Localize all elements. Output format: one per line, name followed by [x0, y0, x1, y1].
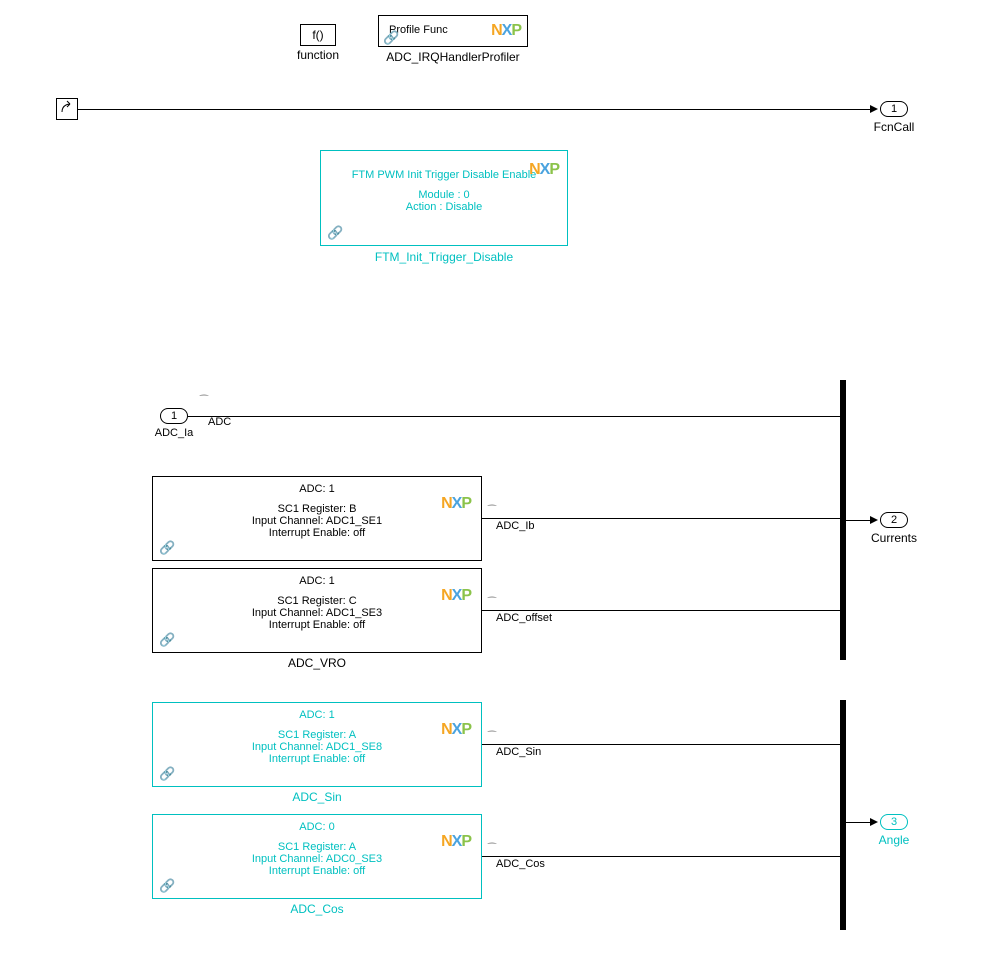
outport-1[interactable]: 1	[880, 101, 908, 117]
adc-cos-l1: ADC: 0	[153, 821, 481, 833]
adc-sin-signal: ADC_Sin	[496, 746, 541, 758]
outport-1-label: FcnCall	[868, 120, 920, 134]
adc-c-l1: ADC: 1	[153, 575, 481, 587]
adc-c-l4: Interrupt Enable: off	[153, 619, 481, 631]
angle-tap-line	[846, 822, 870, 823]
link-icon: 🔗	[159, 878, 173, 892]
nxp-logo-icon: NXP	[529, 161, 559, 179]
adc-cos-signal: ADC_Cos	[496, 858, 545, 870]
ftm-line3: Action : Disable	[321, 201, 567, 213]
adc-b-l3: Input Channel: ADC1_SE1	[153, 515, 481, 527]
profiler-label: ADC_IRQHandlerProfiler	[378, 50, 528, 64]
link-icon: 🔗	[159, 540, 173, 554]
adc-cos-line	[482, 856, 840, 857]
adc-offset-line	[482, 610, 840, 611]
function-call-block[interactable]: f()	[300, 24, 336, 46]
inport-1[interactable]: 1	[160, 408, 188, 424]
adc-c-label: ADC_VRO	[152, 656, 482, 670]
adc-cos-l2: SC1 Register: A	[153, 841, 481, 853]
bus-angle	[840, 700, 846, 930]
wifi-icon: ⁀	[488, 844, 496, 855]
adc-c-l2: SC1 Register: C	[153, 595, 481, 607]
ftm-line2: Module : 0	[321, 189, 567, 201]
adc-sin-line	[482, 744, 840, 745]
nxp-logo-icon: NXP	[491, 22, 521, 40]
fcall-label: function	[290, 48, 346, 62]
adc-b-l4: Interrupt Enable: off	[153, 527, 481, 539]
adc-sin-label: ADC_Sin	[152, 790, 482, 804]
adc-sin-l3: Input Channel: ADC1_SE8	[153, 741, 481, 753]
link-icon: 🔗	[159, 766, 173, 780]
diagram-canvas: f() function Profile Func NXP 🔗 ADC_IRQH…	[0, 0, 999, 956]
adc-sin-l2: SC1 Register: A	[153, 729, 481, 741]
link-icon: 🔗	[383, 30, 397, 44]
outport-3-label: Angle	[874, 833, 914, 847]
adc-block-c[interactable]: ADC: 1 SC1 Register: C Input Channel: AD…	[152, 568, 482, 653]
nxp-logo-icon: NXP	[441, 495, 471, 513]
arrowhead-icon	[870, 516, 878, 524]
adc-offset-signal: ADC_offset	[496, 612, 552, 624]
arrowhead-icon	[870, 818, 878, 826]
adc-ib-signal: ADC_Ib	[496, 520, 535, 532]
adc-b-l2: SC1 Register: B	[153, 503, 481, 515]
outport-3[interactable]: 3	[880, 814, 908, 830]
ftm-label: FTM_Init_Trigger_Disable	[320, 250, 568, 264]
outport-2-label: Currents	[870, 531, 918, 545]
adc-sin-l1: ADC: 1	[153, 709, 481, 721]
fcncall-signal-line	[78, 109, 870, 110]
wifi-icon: ⁀	[488, 732, 496, 743]
adc-sin-block[interactable]: ADC: 1 SC1 Register: A Input Channel: AD…	[152, 702, 482, 787]
arrowhead-icon	[870, 105, 878, 113]
nxp-logo-icon: NXP	[441, 833, 471, 851]
wifi-icon: ⁀	[200, 396, 208, 407]
adc-c-l3: Input Channel: ADC1_SE3	[153, 607, 481, 619]
demux-block[interactable]	[56, 98, 78, 120]
adc-ia-line	[188, 416, 840, 417]
adc-ib-line	[482, 518, 840, 519]
demux-icon	[59, 99, 75, 120]
wifi-icon: ⁀	[488, 598, 496, 609]
adc-b-l1: ADC: 1	[153, 483, 481, 495]
profiler-block[interactable]: Profile Func NXP 🔗	[378, 15, 528, 47]
adc-cos-l3: Input Channel: ADC0_SE3	[153, 853, 481, 865]
adc-cos-block[interactable]: ADC: 0 SC1 Register: A Input Channel: AD…	[152, 814, 482, 899]
link-icon: 🔗	[327, 225, 341, 239]
fcall-text: f()	[312, 28, 323, 42]
adc-cos-label: ADC_Cos	[152, 902, 482, 916]
adc-ia-signal-name: ADC	[208, 416, 231, 428]
wifi-icon: ⁀	[488, 506, 496, 517]
inport-1-label: ADC_Ia	[140, 427, 208, 439]
link-icon: 🔗	[159, 632, 173, 646]
adc-sin-l4: Interrupt Enable: off	[153, 753, 481, 765]
adc-cos-l4: Interrupt Enable: off	[153, 865, 481, 877]
adc-block-b[interactable]: ADC: 1 SC1 Register: B Input Channel: AD…	[152, 476, 482, 561]
nxp-logo-icon: NXP	[441, 587, 471, 605]
currents-tap-line	[846, 520, 870, 521]
outport-2[interactable]: 2	[880, 512, 908, 528]
nxp-logo-icon: NXP	[441, 721, 471, 739]
ftm-init-trigger-block[interactable]: FTM PWM Init Trigger Disable Enable Modu…	[320, 150, 568, 246]
